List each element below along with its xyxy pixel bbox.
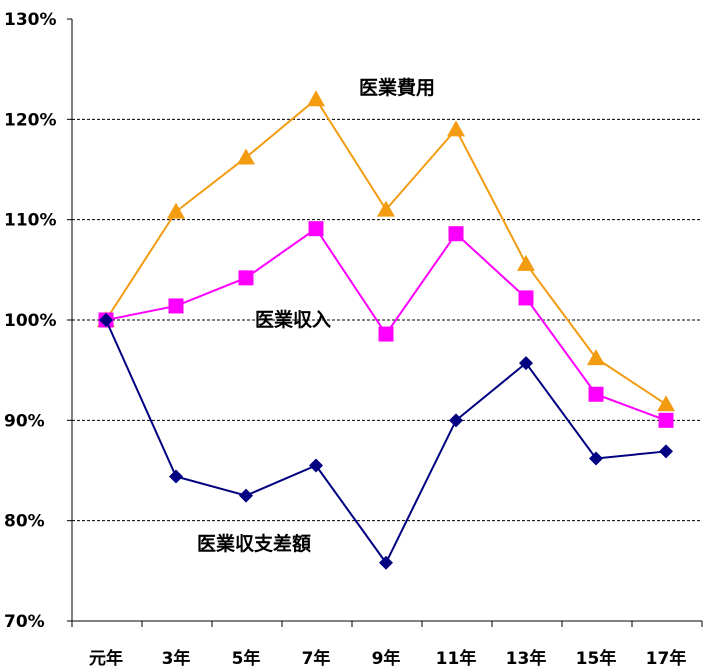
data-point bbox=[517, 254, 535, 271]
data-point bbox=[519, 356, 533, 371]
gridlines bbox=[72, 118, 702, 522]
y-tick-label: 70% bbox=[4, 612, 45, 632]
data-point bbox=[657, 395, 675, 412]
y-tick-labels: 70% 80% 90% 100% 110% 120% 130% bbox=[4, 10, 57, 632]
y-tick-label: 130% bbox=[4, 10, 57, 30]
series-label-医業収支差額: 医業収支差額 bbox=[197, 532, 311, 555]
x-tick-label: 7年 bbox=[302, 648, 331, 669]
series-line bbox=[105, 319, 667, 565]
series-group bbox=[97, 90, 675, 570]
data-point bbox=[659, 444, 673, 459]
series-label-医業収入: 医業収入 bbox=[255, 308, 331, 331]
series-医業費用 bbox=[97, 90, 675, 412]
data-point bbox=[588, 386, 604, 402]
data-point bbox=[167, 202, 185, 219]
series-line bbox=[105, 227, 667, 422]
data-point bbox=[377, 200, 395, 217]
data-point bbox=[449, 413, 463, 428]
x-tick-label: 5年 bbox=[232, 648, 261, 669]
y-tick-label: 80% bbox=[4, 512, 45, 532]
data-point bbox=[589, 451, 603, 466]
x-tick-label: 17年 bbox=[646, 648, 687, 669]
data-point bbox=[307, 90, 325, 107]
series-医業収支差額 bbox=[99, 313, 673, 570]
x-tick-label: 元年 bbox=[89, 648, 123, 669]
x-tick-label: 11年 bbox=[436, 648, 477, 669]
data-point bbox=[237, 148, 255, 165]
axes bbox=[67, 18, 703, 627]
x-tick-label: 9年 bbox=[372, 648, 401, 669]
data-point bbox=[658, 412, 674, 428]
series-line bbox=[105, 97, 667, 406]
y-tick-label: 100% bbox=[4, 311, 57, 331]
data-point bbox=[309, 458, 323, 473]
series-医業収入 bbox=[98, 221, 674, 428]
y-tick-label: 120% bbox=[4, 110, 57, 130]
data-point bbox=[448, 226, 464, 242]
data-point bbox=[379, 555, 393, 570]
series-labels: 医業費用 医業収入 医業収支差額 bbox=[197, 76, 435, 555]
data-point bbox=[587, 349, 605, 366]
data-point bbox=[447, 120, 465, 137]
x-tick-label: 13年 bbox=[506, 648, 547, 669]
data-point bbox=[308, 221, 324, 237]
data-point bbox=[238, 270, 254, 286]
data-point bbox=[378, 326, 394, 342]
x-tick-labels: 元年 3年 5年 7年 9年 11年 13年 15年 17年 bbox=[89, 648, 686, 669]
data-point bbox=[99, 313, 113, 327]
x-tick-label: 15年 bbox=[576, 648, 617, 669]
y-tick-label: 90% bbox=[4, 411, 45, 431]
data-point bbox=[518, 290, 534, 306]
data-point bbox=[239, 488, 253, 503]
data-point bbox=[169, 469, 183, 484]
data-point bbox=[168, 298, 184, 314]
x-tick-label: 3年 bbox=[162, 648, 191, 669]
y-tick-label: 110% bbox=[4, 211, 57, 231]
series-label-医業費用: 医業費用 bbox=[359, 76, 435, 99]
